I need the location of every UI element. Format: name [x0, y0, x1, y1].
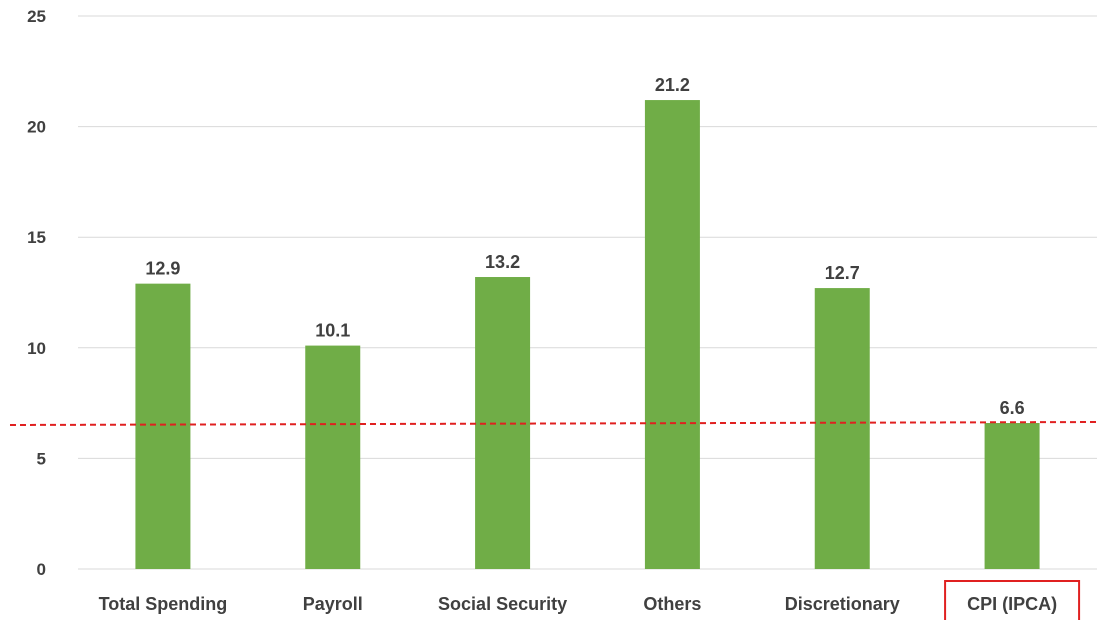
data-label: 12.7 [825, 263, 860, 283]
data-label: 10.1 [315, 321, 350, 341]
x-tick-label: Payroll [303, 594, 363, 614]
y-tick-label: 20 [27, 118, 46, 137]
x-tick-label: Social Security [438, 594, 567, 614]
bar [135, 283, 191, 569]
y-tick-label: 5 [37, 449, 46, 468]
reference-line [9, 421, 1098, 427]
x-tick-label: Others [643, 594, 701, 614]
bar [984, 423, 1040, 569]
x-tick-label: Total Spending [99, 594, 228, 614]
bars [135, 100, 1040, 569]
data-label: 13.2 [485, 252, 520, 272]
data-label: 6.6 [1000, 398, 1025, 418]
data-label: 21.2 [655, 75, 690, 95]
reference-line-group [9, 421, 1098, 427]
bar [305, 345, 361, 569]
y-axis: 0 5 10 15 20 25 [27, 7, 46, 579]
x-tick-label: CPI (IPCA) [967, 594, 1057, 614]
data-labels: 12.9 10.1 13.2 21.2 12.7 6.6 [145, 75, 1024, 418]
y-tick-label: 10 [27, 339, 46, 358]
highlight-box [944, 580, 1081, 620]
bar [644, 100, 700, 569]
y-tick-label: 25 [27, 7, 46, 26]
data-label: 12.9 [145, 259, 180, 279]
x-axis: Total Spending Payroll Social Security Othe… [99, 580, 1081, 620]
y-tick-label: 15 [27, 228, 46, 247]
x-tick-label: Discretionary [785, 594, 900, 614]
y-tick-label: 0 [37, 560, 46, 579]
bar [814, 288, 870, 569]
gridlines [78, 15, 1097, 570]
